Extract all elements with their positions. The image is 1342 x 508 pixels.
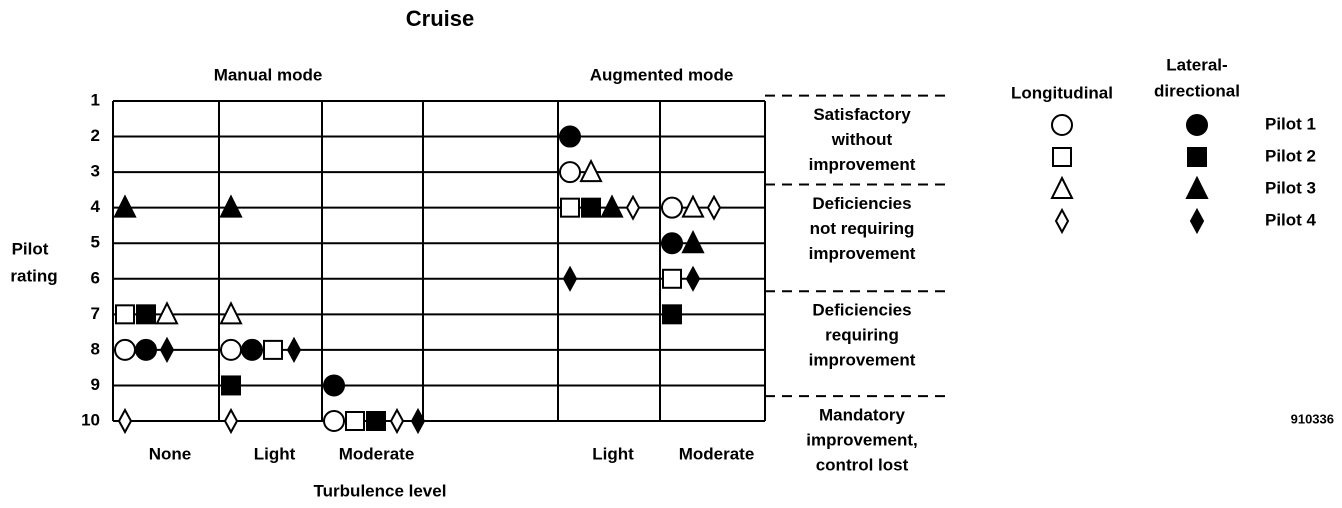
data-point	[581, 197, 601, 218]
data-point	[681, 229, 705, 254]
data-point	[221, 375, 241, 396]
data-point	[155, 301, 179, 325]
x-tick-label: Light	[254, 444, 296, 463]
region-label: improvement,	[806, 431, 917, 450]
data-point	[135, 338, 157, 361]
x-tick-label: Moderate	[339, 444, 415, 463]
y-tick-label: 9	[91, 375, 100, 394]
y-axis-label: Pilot	[12, 239, 49, 258]
x-tick-label: Light	[592, 444, 634, 463]
y-axis-label: rating	[10, 266, 57, 285]
y-tick-label: 1	[91, 90, 100, 109]
region-label: Deficiencies	[812, 194, 911, 213]
data-point	[661, 232, 683, 255]
x-tick-label: Moderate	[679, 444, 755, 463]
data-point	[625, 194, 641, 221]
data-point	[662, 268, 682, 289]
legend-header: directional	[1154, 81, 1240, 100]
data-point	[559, 125, 581, 148]
chart-title: Cruise	[406, 6, 474, 31]
data-point	[219, 194, 243, 218]
data-point	[323, 374, 345, 397]
region-label: improvement	[809, 351, 916, 370]
region-label: improvement	[809, 155, 916, 174]
data-point	[220, 338, 242, 361]
data-point	[662, 304, 682, 325]
y-tick-label: 5	[91, 233, 100, 252]
data-point	[366, 411, 386, 431]
data-point	[286, 336, 302, 363]
region-label: Satisfactory	[813, 105, 911, 124]
y-tick-label: 8	[91, 339, 100, 358]
data-point	[241, 338, 263, 361]
data-point	[263, 339, 283, 360]
data-point	[115, 304, 135, 325]
legend-symbol	[1052, 147, 1072, 167]
y-tick-label: 6	[91, 268, 100, 287]
legend-symbol	[1051, 114, 1073, 136]
data-point	[706, 194, 722, 221]
data-point	[136, 304, 156, 325]
legend-symbol	[1185, 175, 1209, 199]
data-point	[323, 410, 345, 432]
group-label: Augmented mode	[590, 65, 734, 84]
data-point	[223, 407, 239, 435]
data-point	[681, 194, 705, 218]
data-point	[345, 411, 365, 431]
region-label: without	[831, 130, 893, 149]
data-point	[560, 197, 580, 218]
data-point	[159, 336, 175, 363]
data-point	[562, 265, 578, 292]
region-label: Mandatory	[819, 406, 906, 425]
region-label: not requiring	[810, 219, 915, 238]
legend-label: Pilot 2	[1265, 146, 1316, 165]
data-point	[661, 196, 683, 219]
legend-label: Pilot 3	[1265, 178, 1316, 197]
legend-symbol	[1054, 207, 1070, 235]
region-label: improvement	[809, 244, 916, 263]
x-tick-label: None	[149, 444, 192, 463]
region-label: Deficiencies	[812, 301, 911, 320]
legend-header: Lateral-	[1166, 55, 1227, 74]
legend-label: Pilot 4	[1265, 210, 1317, 229]
y-tick-label: 10	[81, 410, 100, 429]
data-point	[114, 338, 136, 361]
data-point	[113, 194, 137, 218]
group-label: Manual mode	[214, 65, 323, 84]
y-tick-label: 7	[91, 304, 100, 323]
y-tick-label: 4	[91, 197, 101, 216]
data-point	[600, 194, 624, 218]
data-point	[559, 161, 581, 184]
figure-number: 910336	[1291, 411, 1334, 426]
y-tick-label: 3	[91, 162, 100, 181]
data-point	[219, 301, 243, 325]
data-point	[579, 158, 603, 183]
x-axis-label: Turbulence level	[314, 481, 447, 500]
data-point	[389, 407, 405, 435]
data-point	[117, 407, 133, 435]
legend-header: Longitudinal	[1011, 83, 1113, 102]
data-point	[410, 407, 426, 435]
data-point	[685, 265, 701, 292]
region-label: requiring	[825, 326, 899, 345]
region-label: control lost	[816, 456, 909, 475]
legend-symbol	[1189, 207, 1205, 235]
legend-symbol	[1050, 175, 1074, 199]
legend-symbol	[1186, 114, 1208, 136]
y-tick-label: 2	[91, 126, 100, 145]
legend-symbol	[1187, 147, 1207, 167]
legend-label: Pilot 1	[1265, 114, 1316, 133]
